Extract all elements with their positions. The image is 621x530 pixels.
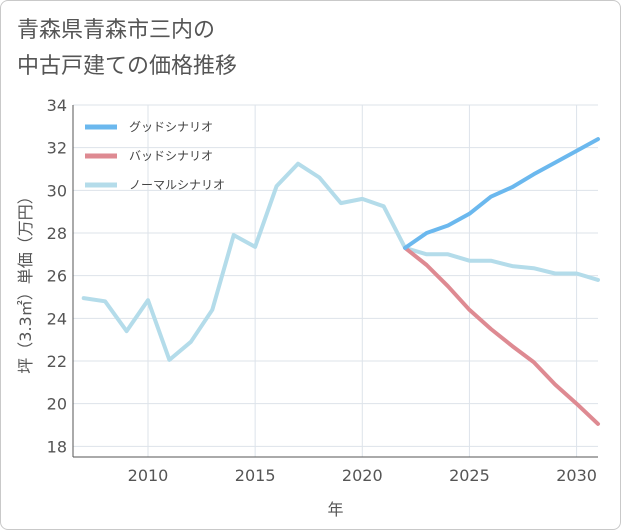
y-tick-label-26: 26 <box>47 267 67 286</box>
series-line-good <box>403 137 600 250</box>
chart-title-line-1: 青森県青森市三内の <box>17 18 216 43</box>
x-tick-label-2025: 2025 <box>449 466 490 485</box>
y-tick-label-18: 18 <box>47 437 67 456</box>
y-tick-label-22: 22 <box>47 352 67 371</box>
y-tick-label-30: 30 <box>47 181 67 200</box>
x-tick-label-2030: 2030 <box>556 466 597 485</box>
chart-title-line-2: 中古戸建ての価格推移 <box>17 54 238 79</box>
series-lines <box>81 137 600 426</box>
series-line-normal <box>81 161 600 362</box>
x-tick-label-2020: 2020 <box>342 466 383 485</box>
y-tick-label-28: 28 <box>47 224 67 243</box>
y-tick-label-20: 20 <box>47 395 67 414</box>
x-tick-label-2010: 2010 <box>128 466 169 485</box>
legend-label-bad: バッドシナリオ <box>129 149 213 163</box>
x-tick-label-2015: 2015 <box>235 466 276 485</box>
y-tick-label-24: 24 <box>47 309 67 328</box>
x-axis-title: 年 <box>327 500 343 519</box>
plot-frame <box>72 105 598 458</box>
y-tick-label-34: 34 <box>47 96 67 115</box>
tick-labels: 18 20 22 24 26 28 30 32 34 2010 2015 2020 2025 2030 <box>47 96 597 485</box>
y-axis-title: 坪（3.3㎡）単価（万円） <box>16 188 35 373</box>
series-line-bad <box>403 245 600 426</box>
grid <box>73 104 598 457</box>
legend-label-normal: ノーマルシナリオ <box>129 178 225 192</box>
legend-label-good: グッドシナリオ <box>129 120 213 134</box>
y-tick-label-32: 32 <box>47 139 67 158</box>
chart-title: 青森県青森市三内の 中古戸建ての価格推移 <box>17 13 237 85</box>
